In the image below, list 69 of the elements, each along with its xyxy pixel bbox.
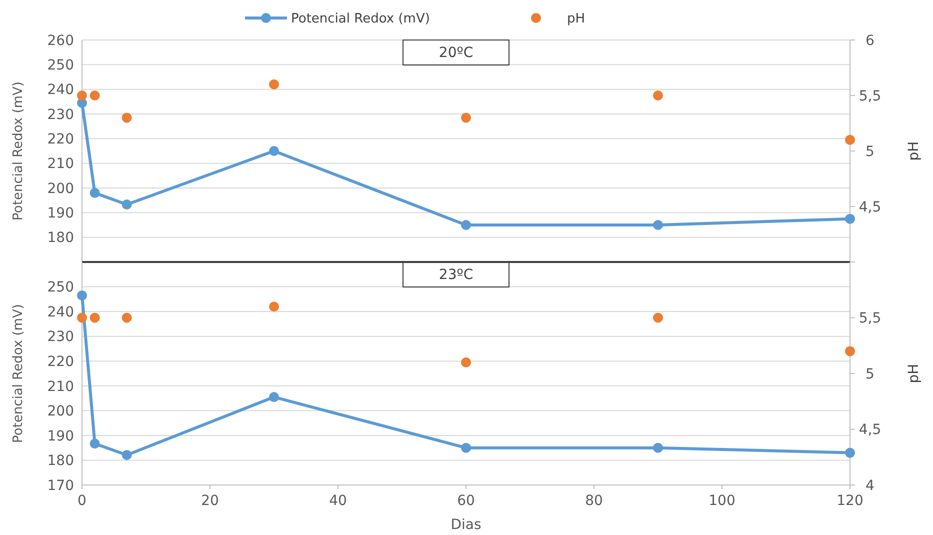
y-tick-label: 220 xyxy=(47,354,74,370)
y-tick-label: 200 xyxy=(47,180,74,197)
y-tick-label: 170 xyxy=(47,478,74,494)
point xyxy=(461,220,471,230)
y-tick-label: 200 xyxy=(47,404,74,420)
chart-title: 20ºC xyxy=(438,45,474,61)
y-axis-title: Potencial Redox (mV) xyxy=(11,304,26,443)
y-tick-label: 190 xyxy=(47,206,74,222)
point xyxy=(461,442,471,453)
point xyxy=(122,312,132,323)
y2-tick-label: 5 xyxy=(866,366,874,382)
point xyxy=(845,134,855,145)
legend-label: pH xyxy=(567,12,586,27)
point xyxy=(77,90,87,100)
y2-tick-label: 5,5 xyxy=(858,310,882,327)
x-tick-label: 0 xyxy=(78,493,86,509)
point xyxy=(845,448,855,458)
y-tick-label: 230 xyxy=(47,329,74,346)
y2-axis-title: pH xyxy=(906,141,922,161)
x-tick-label: 60 xyxy=(457,493,475,509)
x-tick-label: 40 xyxy=(329,493,347,509)
point xyxy=(77,312,87,323)
point xyxy=(90,438,100,449)
point xyxy=(653,220,663,230)
y-tick-label: 180 xyxy=(47,230,74,246)
y-tick-label: 250 xyxy=(47,280,74,296)
y2-axis-title: pH xyxy=(906,364,922,384)
x-tick-label: 80 xyxy=(585,493,603,509)
point xyxy=(653,312,663,323)
x-tick-label: 100 xyxy=(708,493,736,509)
y2-tick-label: 4,5 xyxy=(858,199,882,216)
y2-tick-label: 4 xyxy=(866,478,875,494)
point xyxy=(269,392,279,402)
point xyxy=(90,188,100,198)
y-axis-title: Potencial Redox (mV) xyxy=(11,82,26,220)
point xyxy=(90,90,100,100)
point xyxy=(461,357,471,368)
y-tick-label: 250 xyxy=(47,58,74,74)
point xyxy=(122,112,132,123)
point xyxy=(269,146,279,156)
y-tick-label: 220 xyxy=(47,132,74,148)
point xyxy=(90,312,100,323)
point xyxy=(845,346,855,356)
y-tick-label: 260 xyxy=(47,32,74,49)
y-tick-label: 210 xyxy=(47,378,74,395)
point xyxy=(653,442,663,453)
y-tick-label: 230 xyxy=(47,106,74,123)
x-tick-label: 120 xyxy=(836,493,864,509)
legend-label: Potencial Redox (mV) xyxy=(291,12,430,27)
x-tick-label: 20 xyxy=(201,493,219,509)
point xyxy=(461,112,471,123)
point xyxy=(77,290,87,300)
y2-tick-label: 5,5 xyxy=(858,88,882,104)
y-tick-label: 190 xyxy=(47,428,74,444)
chart-title: 23ºC xyxy=(438,267,474,283)
x-axis-title: Dias xyxy=(450,517,482,533)
y-tick-label: 180 xyxy=(47,453,74,470)
point xyxy=(845,214,855,224)
y2-tick-label: 6 xyxy=(866,32,875,49)
point xyxy=(122,450,132,460)
y-tick-label: 240 xyxy=(47,82,74,98)
y-tick-label: 210 xyxy=(47,156,74,172)
point xyxy=(269,79,279,90)
point xyxy=(653,90,663,100)
y2-tick-label: 5 xyxy=(866,144,874,160)
point xyxy=(269,302,279,312)
y2-tick-label: 4,5 xyxy=(858,422,882,438)
point xyxy=(122,200,132,210)
y-tick-label: 240 xyxy=(47,304,74,320)
